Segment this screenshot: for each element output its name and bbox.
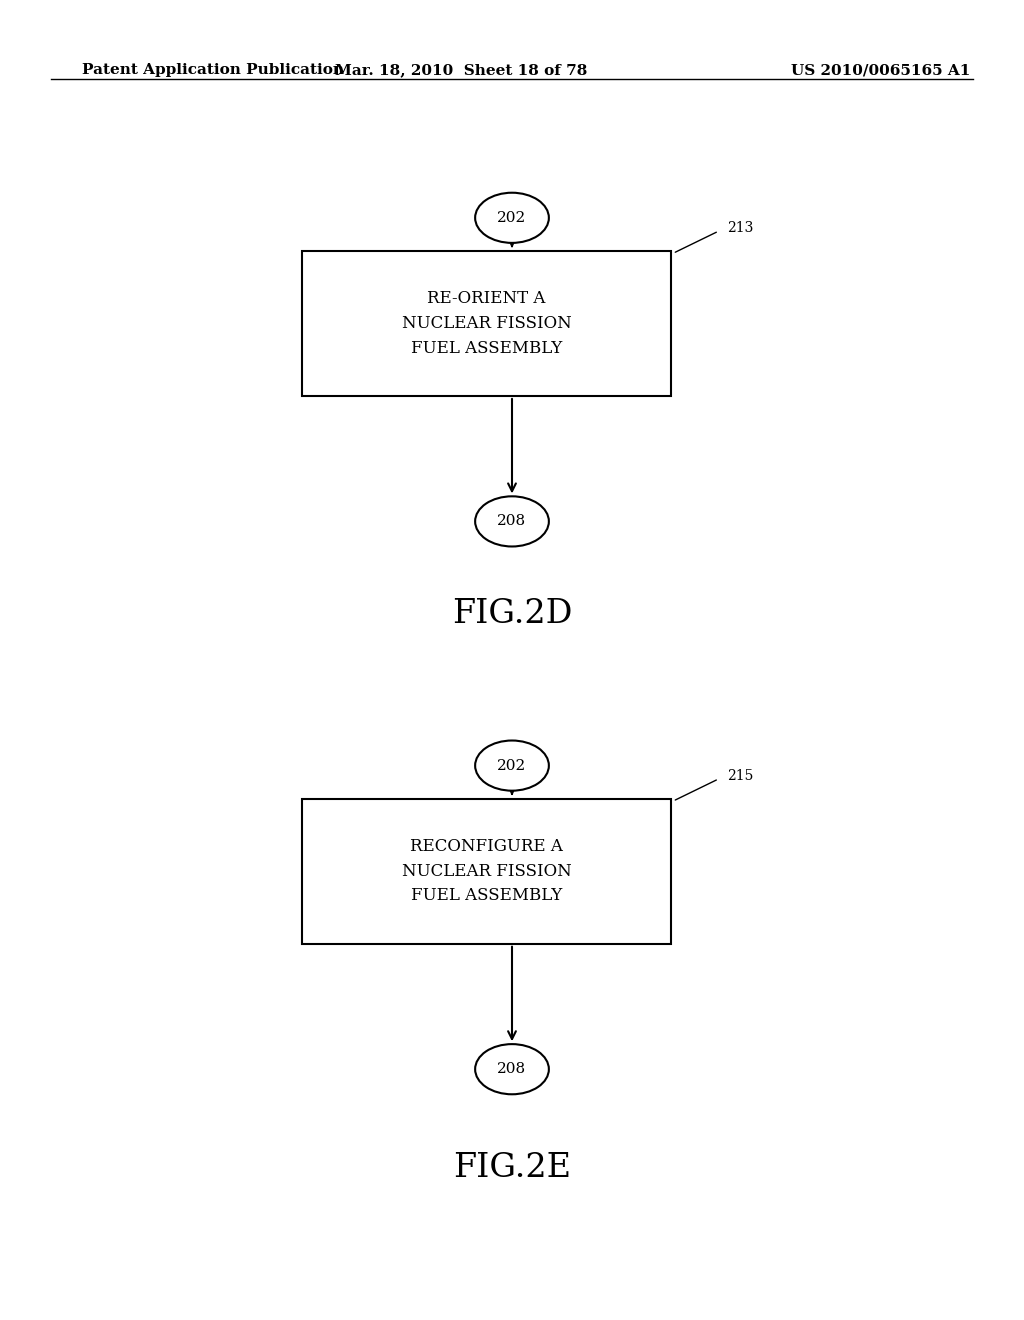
- Text: US 2010/0065165 A1: US 2010/0065165 A1: [791, 63, 971, 78]
- Text: Mar. 18, 2010  Sheet 18 of 78: Mar. 18, 2010 Sheet 18 of 78: [335, 63, 587, 78]
- FancyBboxPatch shape: [302, 251, 671, 396]
- Text: FIG.2E: FIG.2E: [453, 1152, 571, 1184]
- Text: 202: 202: [498, 211, 526, 224]
- Ellipse shape: [475, 193, 549, 243]
- Text: 208: 208: [498, 1063, 526, 1076]
- Text: 202: 202: [498, 759, 526, 772]
- Ellipse shape: [475, 1044, 549, 1094]
- Text: Patent Application Publication: Patent Application Publication: [82, 63, 344, 78]
- Text: 208: 208: [498, 515, 526, 528]
- Text: RECONFIGURE A
NUCLEAR FISSION
FUEL ASSEMBLY: RECONFIGURE A NUCLEAR FISSION FUEL ASSEM…: [401, 838, 571, 904]
- Text: FIG.2D: FIG.2D: [452, 598, 572, 630]
- Text: RE-ORIENT A
NUCLEAR FISSION
FUEL ASSEMBLY: RE-ORIENT A NUCLEAR FISSION FUEL ASSEMBL…: [401, 290, 571, 356]
- Text: 215: 215: [727, 768, 754, 783]
- FancyBboxPatch shape: [302, 799, 671, 944]
- Text: 213: 213: [727, 220, 754, 235]
- Ellipse shape: [475, 741, 549, 791]
- Ellipse shape: [475, 496, 549, 546]
